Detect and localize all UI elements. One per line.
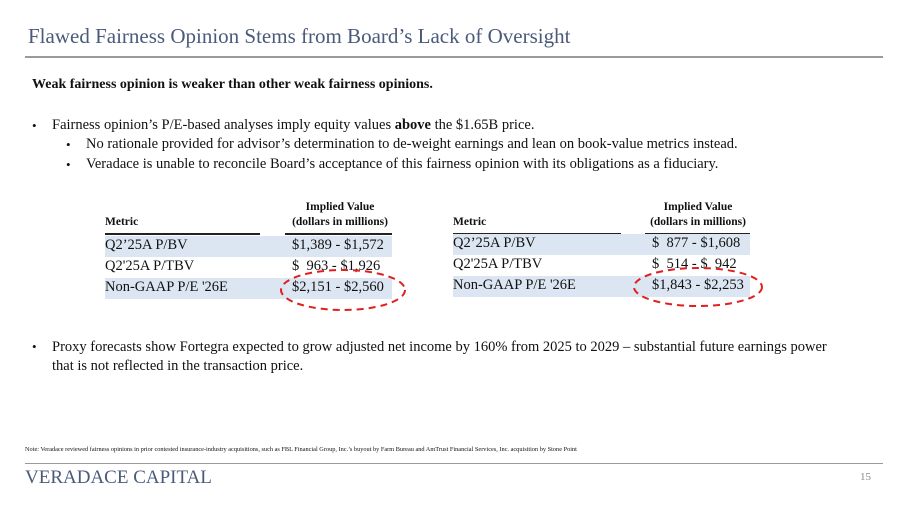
cell: $ 514 - $ 942 — [652, 256, 737, 272]
cell: $ 877 - $1,608 — [652, 235, 741, 251]
text: the $1.65B price. — [430, 117, 535, 133]
title-rule — [25, 56, 883, 58]
table-header: Implied Value — [305, 201, 375, 213]
highlight-ellipse — [633, 267, 763, 307]
footnote: Note: Veradace reviewed fairness opinion… — [25, 446, 577, 453]
brand: VERADACE CAPITAL — [25, 467, 212, 488]
header-rule — [453, 233, 621, 235]
bullet: • — [66, 157, 71, 172]
cell: $1,843 - $2,253 — [652, 277, 744, 293]
cell: $1,389 - $1,572 — [292, 237, 384, 253]
cell: $ 963 - $1,926 — [292, 258, 381, 274]
cell: Non-GAAP P/E '26E — [105, 279, 228, 295]
cell: $2,151 - $2,560 — [292, 279, 384, 295]
cell: Q2'25A P/TBV — [105, 258, 195, 274]
sub-bullet-text: Veradace is unable to reconcile Board’s … — [86, 156, 719, 172]
title: Flawed Fairness Opinion Stems from Board… — [28, 24, 571, 48]
bullet: • — [66, 137, 71, 152]
cell: Q2’25A P/BV — [105, 237, 188, 253]
bold-text: above — [394, 117, 431, 133]
header-rule — [105, 233, 260, 235]
footer-rule — [25, 463, 883, 464]
sub-bullet-text: No rationale provided for advisor’s dete… — [86, 136, 738, 152]
table-header: Implied Value — [663, 201, 733, 213]
row-shade — [453, 276, 750, 297]
bullet: • — [32, 118, 37, 133]
row-shade — [105, 236, 392, 257]
bullet: • — [32, 339, 37, 354]
row-shade — [453, 234, 750, 255]
header-rule — [285, 233, 392, 235]
cell: Q2'25A P/TBV — [453, 256, 543, 272]
bullet-text: Proxy forecasts show Fortegra expected t… — [52, 339, 827, 374]
row-shade — [105, 278, 392, 299]
cell: Q2’25A P/BV — [453, 235, 536, 251]
table-header: Metric — [105, 216, 139, 228]
table-header: (dollars in millions) — [292, 216, 388, 228]
cell: Non-GAAP P/E '26E — [453, 277, 576, 293]
bullet-text: Fairness opinion’s P/E-based analyses im… — [52, 117, 534, 134]
header-rule — [645, 233, 750, 235]
highlight-ellipse — [280, 269, 406, 311]
subtitle: Weak fairness opinion is weaker than oth… — [32, 77, 433, 92]
page-number: 15 — [860, 471, 871, 483]
text: Fairness opinion’s P/E-based analyses im… — [52, 117, 395, 133]
table-header: Metric — [453, 216, 487, 228]
table-header: (dollars in millions) — [650, 216, 746, 228]
